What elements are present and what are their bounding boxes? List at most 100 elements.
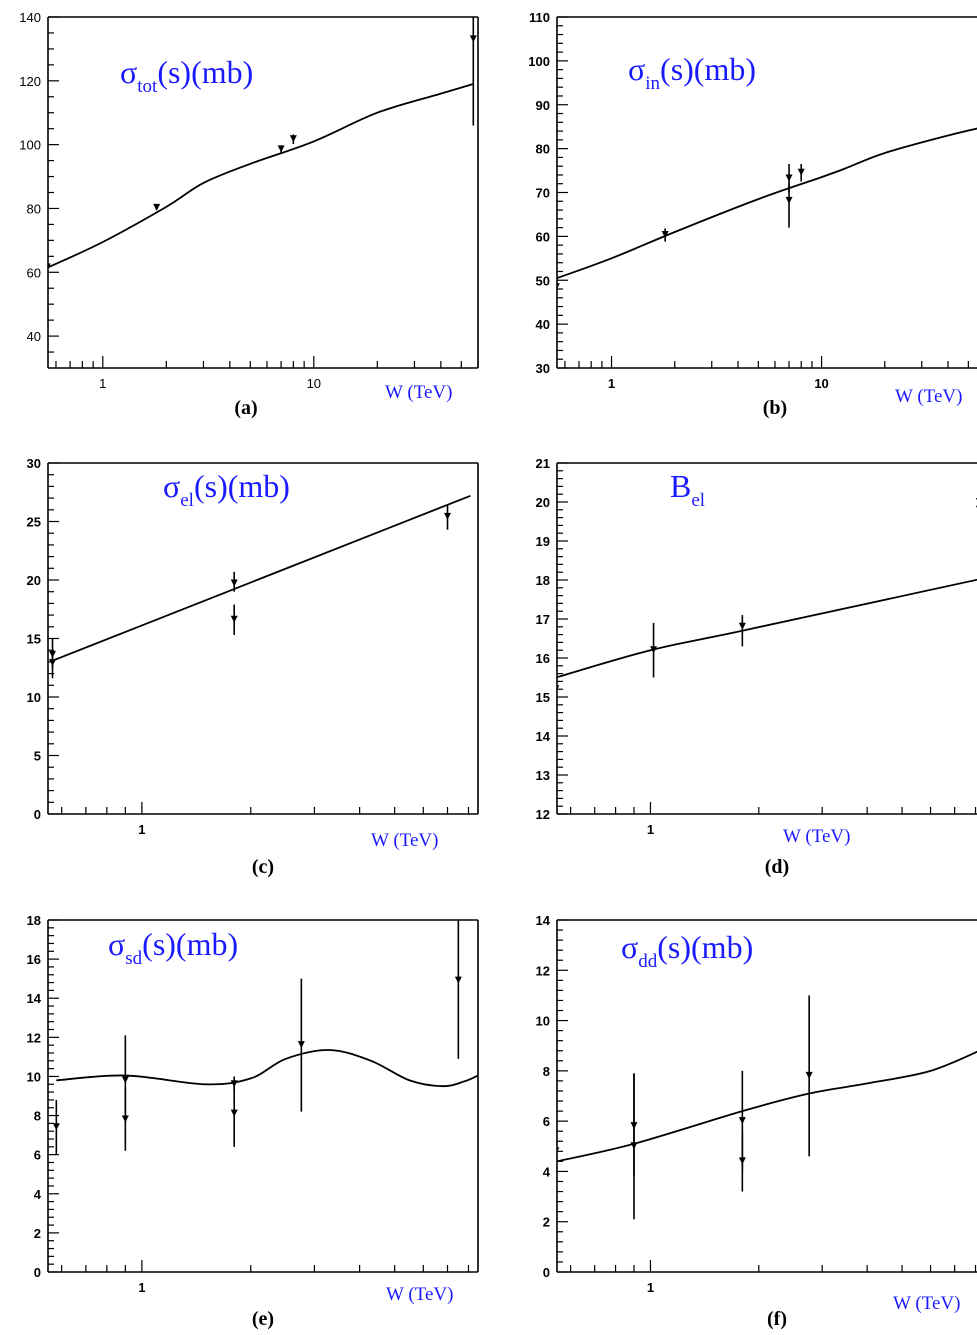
x-tick-label: 1 (647, 822, 654, 837)
x-tick-label: 1 (138, 822, 145, 837)
model-curve (48, 83, 474, 269)
data-point (48, 259, 51, 276)
point-marker (650, 646, 658, 654)
title-symbol: σ (120, 54, 137, 90)
plot-frame (47, 462, 479, 815)
chart-panel-5: 0 2 4 6 8 10 12 14 16 18 1 σsd(s)(mb) (27, 913, 479, 1295)
point-marker (805, 1071, 813, 1079)
title-symbol: B (670, 468, 691, 504)
x-tick-label: 1 (608, 376, 615, 391)
model-curve (52, 494, 471, 662)
point-marker (297, 1041, 305, 1049)
y-tick-label: 8 (34, 1109, 41, 1124)
data-point (557, 273, 560, 303)
x-tick-label: 1 (138, 1280, 145, 1295)
point-marker (738, 622, 746, 630)
data-point (469, 17, 477, 126)
data-point (121, 1088, 129, 1151)
y-tick-label: 12 (27, 1030, 41, 1045)
plot-frame (556, 462, 977, 815)
point-marker (738, 1117, 746, 1125)
data-point (797, 163, 805, 182)
y-tick-label: 16 (27, 952, 41, 967)
title-rest: (s)(mb) (660, 51, 756, 87)
y-ticks (557, 919, 568, 1273)
y-tick-label: 80 (536, 142, 550, 157)
panel-title: σel(s)(mb) (163, 468, 290, 511)
title-subscript: el (691, 490, 705, 511)
point-marker (661, 231, 669, 239)
panel-label: (f) (767, 1308, 787, 1330)
data-point (230, 604, 238, 635)
data-point (230, 571, 238, 592)
point-marker (289, 135, 297, 143)
y-tick-label: 60 (27, 265, 41, 280)
y-tick-label: 12 (536, 963, 550, 978)
y-ticks (48, 462, 59, 815)
plot-frame (47, 16, 479, 369)
x-axis-label: W (TeV) (893, 1293, 960, 1314)
data-point (661, 228, 669, 242)
title-subscript: el (180, 490, 194, 511)
point-marker (49, 659, 57, 667)
panel-title: σin(s)(mb) (628, 51, 756, 94)
x-ticks (61, 1260, 470, 1272)
y-ticks (557, 462, 568, 815)
y-ticks (48, 16, 59, 353)
point-marker (48, 263, 51, 270)
point-marker (230, 1109, 238, 1117)
y-tick-label: 0 (543, 1265, 550, 1280)
y-tick-label: 2 (34, 1226, 41, 1241)
y-tick-label: 21 (536, 456, 550, 471)
title-subscript: dd (638, 951, 658, 972)
point-marker (557, 283, 560, 289)
model-curve (557, 578, 977, 679)
y-tick-label: 4 (34, 1187, 42, 1202)
y-tick-label: 5 (34, 749, 41, 764)
y-ticks (48, 919, 59, 1273)
x-tick-label: 10 (814, 376, 828, 391)
x-axis-label: W (TeV) (385, 382, 452, 403)
data-point (49, 650, 57, 679)
data-point (277, 145, 285, 153)
panel-title: σdd(s)(mb) (621, 929, 753, 972)
data-point (289, 134, 297, 144)
panel-label: (a) (234, 397, 257, 419)
title-subscript: in (645, 73, 660, 94)
point-marker (469, 35, 477, 43)
title-subscript: tot (137, 76, 158, 97)
point-marker (557, 1147, 560, 1153)
y-tick-label: 20 (536, 495, 550, 510)
x-axis-label: W (TeV) (371, 830, 438, 851)
y-tick-label: 8 (543, 1064, 550, 1079)
y-ticks (557, 16, 568, 369)
panel-label: (b) (763, 397, 787, 419)
y-tick-label: 50 (536, 273, 550, 288)
title-rest: (s)(mb) (657, 929, 753, 965)
y-tick-label: 80 (27, 201, 41, 216)
chart-panel-6: 0 2 4 6 8 10 12 14 1 σdd(s)(mb) (536, 913, 977, 1295)
x-axis-label: W (TeV) (783, 826, 850, 847)
y-tick-label: 4 (543, 1164, 551, 1179)
panel-title: Bel (670, 468, 705, 511)
title-symbol: σ (163, 468, 180, 504)
model-curve (557, 127, 977, 279)
point-marker (785, 196, 793, 204)
panel-label: (e) (252, 1308, 274, 1330)
y-tick-label: 70 (536, 186, 550, 201)
title-subscript: sd (125, 948, 142, 969)
chart-panel-1: 40 60 80 100 120 140 1 10 σtot(s)(mb) (19, 10, 479, 391)
data-point (738, 615, 746, 647)
model-curve (56, 1049, 478, 1088)
y-tick-label: 14 (27, 991, 42, 1006)
panel-title: σtot(s)(mb) (120, 54, 253, 97)
y-tick-label: 19 (536, 534, 550, 549)
data-point (785, 183, 793, 228)
point-marker (557, 685, 560, 690)
y-tick-label: 90 (536, 98, 550, 113)
panel-label: (d) (765, 856, 789, 878)
panel-title: σsd(s)(mb) (108, 926, 238, 969)
x-axis-label: W (TeV) (895, 386, 962, 407)
y-tick-label: 40 (27, 329, 41, 344)
